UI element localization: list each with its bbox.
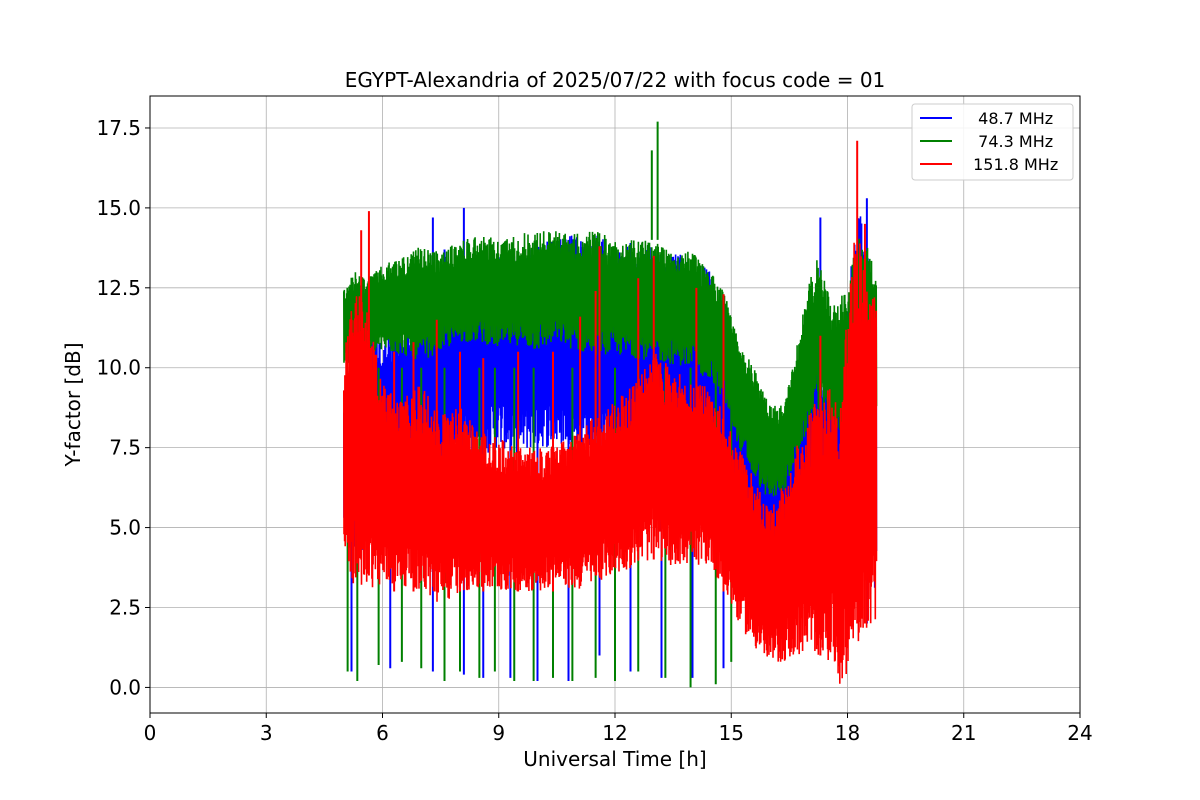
legend-label: 48.7 MHz bbox=[968, 109, 1053, 128]
y-tick-label: 0.0 bbox=[109, 675, 141, 699]
y-tick-label: 12.5 bbox=[96, 276, 141, 300]
legend-label: 151.8 MHz bbox=[968, 155, 1058, 174]
x-tick-label: 3 bbox=[260, 721, 273, 745]
y-tick-label: 5.0 bbox=[109, 516, 141, 540]
legend-box bbox=[911, 103, 1074, 181]
y-axis: 0.0 2.5 5.0 7.5 10.0 12.5 15.0 17.5 bbox=[96, 116, 150, 699]
x-tick-label: 15 bbox=[719, 721, 744, 745]
x-axis: 0 3 6 9 12 15 18 21 24 bbox=[144, 713, 1093, 745]
y-tick-label: 10.0 bbox=[96, 356, 141, 380]
legend: 48.7 MHz 74.3 MHz 151.8 MHz bbox=[911, 103, 1074, 181]
x-tick-label: 12 bbox=[602, 721, 627, 745]
y-axis-title: Y-factor [dB] bbox=[61, 342, 85, 467]
series-line bbox=[343, 231, 878, 497]
series-2 bbox=[343, 140, 878, 684]
x-tick-label: 6 bbox=[376, 721, 389, 745]
y-tick-label: 17.5 bbox=[96, 116, 141, 140]
x-tick-label: 18 bbox=[835, 721, 860, 745]
x-tick-label: 24 bbox=[1067, 721, 1092, 745]
series-line bbox=[343, 242, 878, 684]
y-tick-label: 15.0 bbox=[96, 196, 141, 220]
x-axis-title: Universal Time [h] bbox=[523, 747, 706, 771]
x-tick-label: 21 bbox=[951, 721, 976, 745]
x-tick-label: 0 bbox=[144, 721, 157, 745]
x-tick-label: 9 bbox=[492, 721, 505, 745]
y-tick-label: 7.5 bbox=[109, 436, 141, 460]
y-tick-label: 2.5 bbox=[109, 596, 141, 620]
legend-label: 74.3 MHz bbox=[968, 132, 1053, 151]
plot-series bbox=[343, 121, 878, 688]
chart-title: EGYPT-Alexandria of 2025/07/22 with focu… bbox=[345, 68, 886, 92]
